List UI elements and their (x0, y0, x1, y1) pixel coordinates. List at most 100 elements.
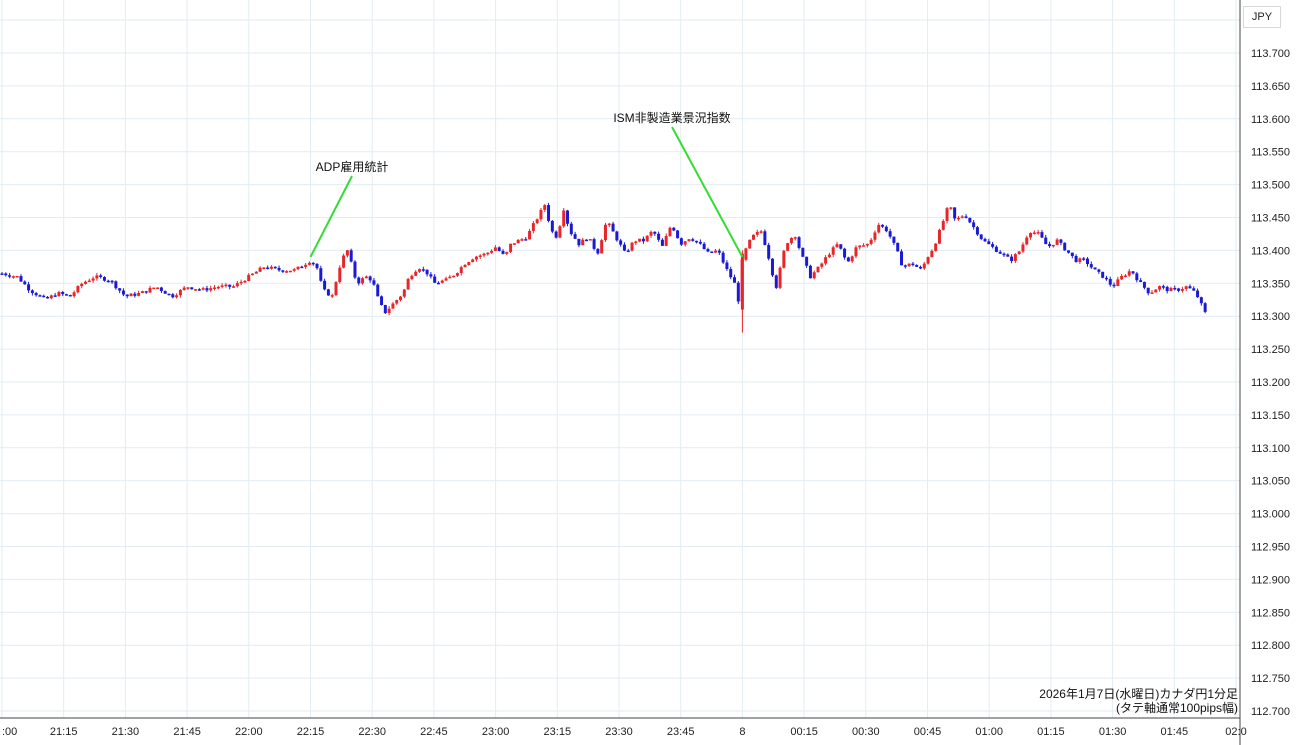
chart-grid (0, 0, 1240, 718)
candle (892, 236, 896, 246)
candle (1203, 302, 1207, 314)
candle (1059, 238, 1063, 246)
candle (334, 281, 338, 297)
candle (224, 282, 228, 288)
y-tick-label: 113.200 (1251, 377, 1290, 389)
candle (603, 222, 607, 242)
candle (934, 243, 938, 252)
candle (968, 217, 972, 224)
candle (178, 289, 182, 298)
candle (452, 275, 456, 278)
candle (808, 264, 812, 279)
candle (463, 264, 467, 268)
candle (311, 262, 315, 266)
y-tick-label: 112.850 (1251, 607, 1290, 619)
candle (391, 302, 395, 309)
candle (983, 237, 987, 242)
candle-spike (740, 250, 744, 333)
candle (4, 272, 8, 277)
candle (76, 285, 80, 294)
candle (695, 240, 699, 244)
candle (607, 222, 611, 228)
candle (326, 288, 330, 296)
candle (266, 265, 270, 270)
candle (1127, 268, 1131, 277)
candle (490, 249, 494, 254)
candle (672, 226, 676, 232)
candle (979, 234, 983, 241)
candle (918, 265, 922, 270)
candle (205, 285, 209, 293)
candle (660, 238, 664, 246)
candle (1082, 256, 1086, 261)
candle (433, 274, 437, 283)
candle (881, 224, 885, 228)
candle (387, 306, 391, 316)
annotation-label: ISM非製造業景況指数 (613, 110, 730, 125)
candle (213, 284, 217, 291)
candle (1051, 244, 1055, 248)
candle (1139, 278, 1143, 283)
y-tick-label: 113.150 (1251, 410, 1290, 422)
candle (710, 251, 714, 254)
candle (429, 272, 433, 279)
candle (782, 249, 786, 269)
candle (805, 256, 809, 268)
candle (1017, 250, 1021, 255)
candle (254, 270, 258, 274)
candle (216, 285, 220, 290)
candle (368, 275, 372, 283)
candle (383, 304, 387, 314)
candle (1032, 230, 1036, 235)
candle (61, 290, 65, 297)
candle (243, 280, 247, 284)
candle (755, 229, 759, 237)
candle (296, 266, 300, 271)
candle (846, 256, 850, 262)
candle (402, 288, 406, 299)
candle (907, 263, 911, 267)
candle (763, 229, 767, 246)
candle (319, 265, 323, 282)
x-tick-label: 22:45 (420, 726, 448, 738)
candle (877, 222, 881, 234)
candle (239, 279, 243, 285)
y-tick-label: 113.100 (1251, 443, 1290, 455)
candle (535, 218, 539, 225)
candle (524, 237, 528, 241)
candle (425, 269, 429, 277)
candle (467, 261, 471, 266)
candle (493, 245, 497, 252)
candle (30, 289, 34, 296)
candle (592, 237, 596, 251)
candle (600, 238, 604, 254)
candle (835, 241, 839, 248)
candle (547, 202, 551, 223)
candle (1199, 296, 1203, 306)
candle (288, 270, 292, 273)
candle-series (0, 202, 1207, 333)
candle (687, 239, 691, 242)
candle (736, 281, 740, 305)
candle (1010, 254, 1014, 264)
candle (645, 235, 649, 243)
candle (349, 248, 353, 263)
candle (99, 273, 103, 279)
candle (338, 265, 342, 284)
candle (281, 269, 285, 274)
y-tick-label: 113.650 (1251, 81, 1290, 93)
candle (118, 288, 122, 294)
candle (797, 236, 801, 250)
candle (23, 280, 27, 285)
candle (49, 294, 53, 300)
candle (1131, 271, 1135, 275)
candle (186, 287, 190, 290)
candle (444, 276, 448, 281)
y-tick-label: 112.950 (1251, 542, 1290, 554)
candle (801, 247, 805, 258)
candle (611, 221, 615, 232)
candle (323, 278, 327, 291)
candle (345, 249, 349, 258)
candle (1120, 274, 1124, 280)
time-axis: :00 21:15 21:30 21:45 22:00 22:15 22:30 22:45 23… (0, 717, 1247, 738)
